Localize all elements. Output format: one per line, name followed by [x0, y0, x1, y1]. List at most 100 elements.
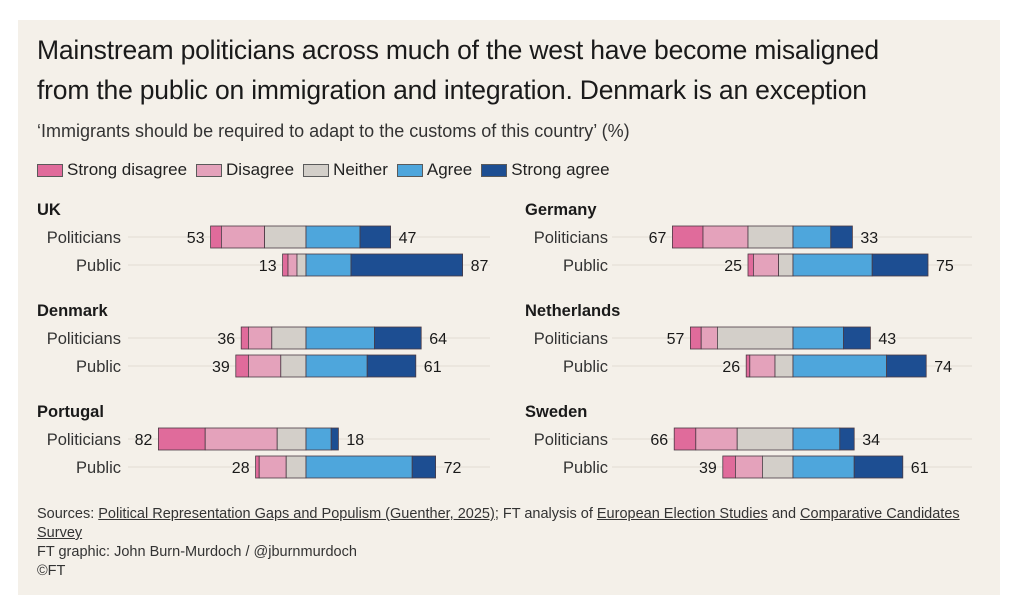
bar-uk-politicians-disagree [220, 225, 265, 249]
value-label-agree-total: 34 [862, 432, 880, 449]
bar-portugal-politicians-strong-agree [330, 427, 339, 451]
row-label-politicians: Politicians [47, 330, 121, 348]
legend: Strong disagree Disagree Neither Agree S… [37, 160, 619, 180]
row-label-politicians: Politicians [534, 330, 608, 348]
bar-denmark-politicians-strong-disagree [240, 326, 249, 350]
bar-germany-politicians-neither [747, 225, 794, 249]
bar-sweden-politicians-agree [792, 427, 841, 451]
value-label-disagree-total: 53 [187, 230, 205, 247]
legend-item-strong-disagree: Strong disagree [37, 160, 187, 180]
bar-sweden-public-strong-disagree [722, 455, 736, 479]
value-label-agree-total: 18 [346, 432, 364, 449]
copyright: ©FT [37, 563, 66, 579]
bar-portugal-politicians-agree [305, 427, 332, 451]
value-label-disagree-total: 82 [135, 432, 153, 449]
bar-germany-public-strong-disagree [747, 253, 754, 277]
bar-uk-politicians-agree [305, 225, 361, 249]
bar-netherlands-politicians-agree [792, 326, 844, 350]
legend-label: Neither [333, 160, 388, 179]
bar-netherlands-public-strong-disagree [745, 354, 751, 378]
bar-germany-public-strong-agree [871, 253, 929, 277]
source-link-ees[interactable]: European Election Studies [596, 506, 768, 522]
value-label-agree-total: 87 [471, 258, 489, 275]
country-title-portugal: Portugal [37, 403, 104, 421]
bar-netherlands-politicians-disagree [700, 326, 718, 350]
bar-sweden-public-neither [762, 455, 794, 479]
value-label-disagree-total: 26 [722, 359, 740, 376]
row-label-public: Public [563, 459, 608, 477]
bar-portugal-politicians-neither [276, 427, 307, 451]
row-label-politicians: Politicians [534, 431, 608, 449]
value-label-agree-total: 61 [911, 460, 929, 477]
bar-uk-public-disagree [287, 253, 298, 277]
bar-uk-politicians-strong-agree [359, 225, 392, 249]
legend-item-agree: Agree [396, 160, 473, 180]
bar-germany-politicians-agree [792, 225, 832, 249]
legend-label: Strong agree [511, 160, 610, 179]
row-label-public: Public [76, 257, 121, 275]
bar-denmark-politicians-disagree [247, 326, 273, 350]
value-label-agree-total: 75 [936, 258, 954, 275]
country-title-denmark: Denmark [37, 302, 108, 320]
chart-title-line-2: from the public on immigration and integ… [37, 75, 867, 105]
bar-germany-public-agree [792, 253, 873, 277]
bar-netherlands-public-agree [792, 354, 887, 378]
bar-denmark-public-strong-disagree [235, 354, 249, 378]
bar-denmark-public-disagree [247, 354, 282, 378]
bar-netherlands-politicians-neither [717, 326, 794, 350]
value-label-agree-total: 72 [444, 460, 462, 477]
bar-portugal-public-neither [285, 455, 307, 479]
legend-swatch-strong-disagree [37, 163, 63, 177]
bar-uk-public-neither [296, 253, 307, 277]
row-label-politicians: Politicians [47, 229, 121, 247]
country-title-netherlands: Netherlands [525, 302, 620, 320]
bar-sweden-public-strong-agree [853, 455, 904, 479]
value-label-agree-total: 64 [429, 331, 447, 348]
bar-denmark-politicians-neither [271, 326, 307, 350]
bar-germany-politicians-strong-disagree [672, 225, 704, 249]
value-label-disagree-total: 66 [650, 432, 668, 449]
bar-portugal-public-agree [305, 455, 413, 479]
bar-uk-politicians-strong-disagree [210, 225, 222, 249]
bar-portugal-public-disagree [258, 455, 287, 479]
bar-germany-politicians-disagree [702, 225, 749, 249]
bar-netherlands-public-disagree [749, 354, 776, 378]
legend-label: Strong disagree [67, 160, 188, 179]
legend-label: Agree [426, 160, 473, 179]
chart-title: Mainstream politicians across much of th… [37, 30, 997, 110]
row-label-public: Public [563, 257, 608, 275]
bar-denmark-public-agree [305, 354, 368, 378]
row-label-public: Public [563, 358, 608, 376]
bar-germany-politicians-strong-agree [830, 225, 853, 249]
legend-label: Disagree [226, 160, 295, 179]
bar-portugal-public-strong-agree [411, 455, 437, 479]
bar-netherlands-politicians-strong-disagree [690, 326, 702, 350]
bar-portugal-politicians-strong-disagree [157, 427, 206, 451]
bar-uk-public-strong-disagree [282, 253, 289, 277]
value-label-disagree-total: 25 [724, 258, 742, 275]
row-label-politicians: Politicians [534, 229, 608, 247]
bar-portugal-public-strong-disagree [255, 455, 260, 479]
value-label-disagree-total: 36 [217, 331, 235, 348]
bar-uk-public-strong-agree [350, 253, 463, 277]
value-label-disagree-total: 67 [649, 230, 667, 247]
value-label-agree-total: 61 [424, 359, 442, 376]
legend-swatch-disagree [196, 163, 223, 177]
sources-prefix: Sources: [37, 506, 99, 522]
bar-uk-public-agree [305, 253, 352, 277]
footer: Sources: Political Representation Gaps a… [37, 505, 987, 581]
chart-title-line-1: Mainstream politicians across much of th… [37, 35, 879, 65]
country-title-uk: UK [37, 201, 61, 219]
country-title-sweden: Sweden [525, 403, 587, 421]
source-link-ccs[interactable]: Comparative Candidates Survey [37, 506, 960, 541]
legend-item-strong-agree: Strong agree [481, 160, 610, 180]
bar-portugal-politicians-disagree [204, 427, 278, 451]
value-label-agree-total: 33 [860, 230, 878, 247]
source-link-guenther[interactable]: Political Representation Gaps and Populi… [98, 506, 495, 522]
bar-sweden-politicians-strong-disagree [673, 427, 697, 451]
legend-item-neither: Neither [303, 160, 388, 180]
legend-item-disagree: Disagree [196, 160, 294, 180]
graphic-credit: FT graphic: John Burn-Murdoch / @jburnmu… [37, 544, 357, 560]
row-label-public: Public [76, 358, 121, 376]
